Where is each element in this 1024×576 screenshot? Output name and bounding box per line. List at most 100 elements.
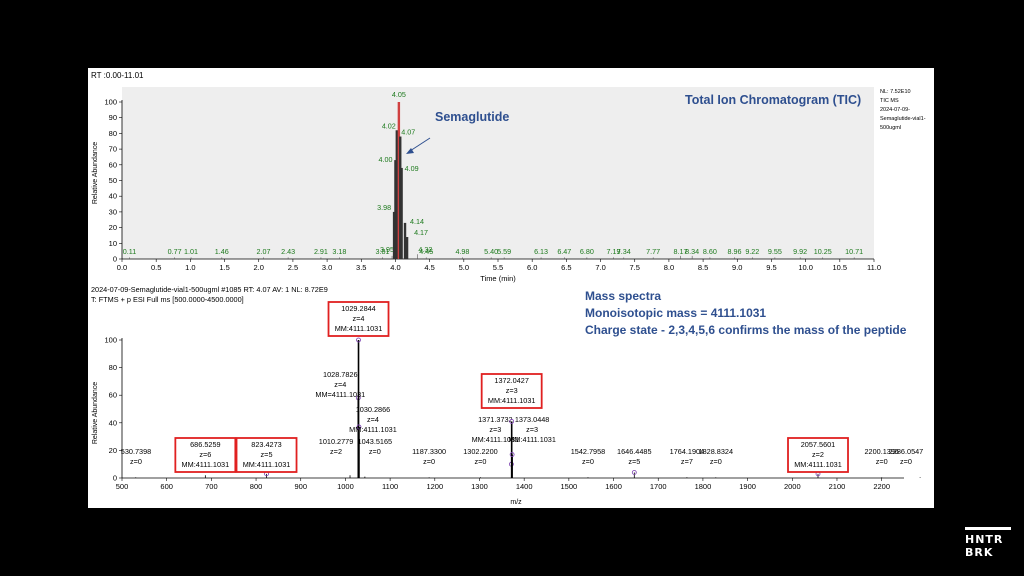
tic-peak-label: 4.05 — [392, 90, 406, 99]
ms-annotation-box — [174, 437, 237, 473]
tic-xlabel: Time (min) — [480, 274, 516, 283]
tic-y-tick-label: 70 — [109, 145, 117, 154]
ms-peak-label: 1028.7826 — [323, 370, 358, 379]
tic-peak-label: 2.91 — [314, 247, 328, 256]
ms-peak-label: 1646.4485 — [617, 447, 652, 456]
tic-y-tick-label: 10 — [109, 239, 117, 248]
ms-peak-label: 1030.2866 — [356, 405, 391, 414]
tic-x-tick-label: 7.0 — [595, 263, 605, 272]
tic-x-tick-label: 9.0 — [732, 263, 742, 272]
ms-peak-label: z=0 — [710, 457, 722, 466]
tic-peak-label: 4.09 — [405, 164, 419, 173]
tic-x-tick-label: 5.0 — [459, 263, 469, 272]
tic-y-tick-label: 30 — [109, 207, 117, 216]
tic-x-tick-label: 3.0 — [322, 263, 332, 272]
tic-peak — [397, 102, 401, 259]
tic-x-tick-label: 4.5 — [424, 263, 434, 272]
tic-peak-label: 8.96 — [728, 247, 742, 256]
ms-annotation-box — [327, 301, 390, 337]
ms-peak-label: 1828.8324 — [699, 447, 734, 456]
tic-peak-label: 4.02 — [382, 121, 396, 130]
ms-peak-label: 1010.2779 — [319, 437, 354, 446]
ms-peak-marker — [356, 337, 361, 343]
tic-peak-label: 7.77 — [646, 247, 660, 256]
mass-spectra-title: Mass spectra — [585, 289, 661, 303]
ms-peak-label: z=6 — [199, 450, 211, 459]
ms-x-tick-label: 700 — [205, 482, 218, 491]
ms-peak-label: z=4 — [334, 380, 346, 389]
ms-peak-marker — [356, 424, 362, 430]
tic-peak-label: 4.17 — [414, 228, 428, 237]
tic-nl-line: NL: 7.52E10 — [880, 89, 911, 95]
ms-peak-label: z=3 — [489, 425, 501, 434]
ms-peak-label: MM=4111.1031 — [315, 390, 365, 399]
figure-panel: RT :0.00-11.01 Total Ion Chromatogram (T… — [88, 68, 934, 508]
ms-peak-label: z=2 — [812, 450, 824, 459]
ms-peak-marker — [509, 419, 515, 424]
ms-x-tick-label: 500 — [116, 482, 129, 491]
tic-x-tick-label: 10.0 — [798, 263, 813, 272]
ms-peak-label: z=0 — [423, 457, 435, 466]
tic-peak-label: 6.13 — [534, 247, 548, 256]
tic-peak-label: 4.00 — [378, 155, 392, 164]
tic-y-tick-label: 50 — [109, 176, 117, 185]
ms-peak-marker — [631, 470, 637, 475]
ms-xlabel: m/z — [510, 499, 522, 506]
tic-x-tick-label: 3.5 — [356, 263, 366, 272]
tic-peak-label: 10.25 — [814, 247, 832, 256]
ms-peak-label: 530.7398 — [121, 447, 151, 456]
tic-nl-line: 500ugml — [880, 125, 901, 131]
ms-x-tick-label: 1600 — [605, 482, 622, 491]
tic-peak-label: 4.07 — [401, 128, 415, 137]
tic-x-tick-label: 7.5 — [630, 263, 640, 272]
tic-y-tick-label: 40 — [109, 192, 117, 201]
ms-x-tick-label: 2000 — [784, 482, 801, 491]
annotation-arrowhead — [406, 148, 414, 154]
tic-peak — [400, 167, 403, 259]
ms-peak-label: 1764.1904 — [670, 447, 705, 456]
ms-annotation-box — [480, 373, 543, 409]
tic-x-tick-label: 2.5 — [288, 263, 298, 272]
ms-peak-label: 823.4273 — [251, 440, 281, 449]
ms-annotation-box — [235, 437, 298, 473]
tic-x-tick-label: 5.5 — [493, 263, 503, 272]
ms-x-tick-label: 2100 — [829, 482, 846, 491]
tic-x-tick-label: 8.5 — [698, 263, 708, 272]
tic-peak-label: 3.98 — [377, 203, 391, 212]
figure-svg: RT :0.00-11.01 Total Ion Chromatogram (T… — [91, 71, 926, 506]
hntr-brk-logo: HNTR BRK — [965, 527, 1017, 559]
ms-header-filter: T: FTMS + p ESI Full ms [500.0000-4500.0… — [91, 295, 244, 304]
ms-peak-label: z=3 — [526, 425, 538, 434]
ms-x-tick-label: 1800 — [695, 482, 712, 491]
tic-x-tick-label: 1.5 — [219, 263, 229, 272]
ms-x-tick-label: 1900 — [739, 482, 756, 491]
logo-line: BRK — [965, 546, 994, 559]
tic-peak-label: 4.98 — [455, 247, 469, 256]
tic-x-tick-label: 2.0 — [254, 263, 264, 272]
ms-marks: 530.7398z=0686.5259z=6MM:4111.1031823.42… — [121, 301, 923, 478]
tic-axes: 0.0 0.5 1.0 1.5 2.0 2.5 3.0 3.5 4.0 4.5 5.0 5.5 6.0 6… — [104, 98, 881, 273]
ms-peak-label: z=0 — [876, 457, 888, 466]
ms-y-tick-label: 100 — [104, 336, 117, 345]
tic-nl-line: TIC MS — [880, 98, 899, 104]
tic-x-tick-label: 0.0 — [117, 263, 127, 272]
tic-nl-line: Semaglutide-vial1- — [880, 116, 926, 122]
tic-peak-label: 2.43 — [281, 247, 295, 256]
ms-peak-label: z=4 — [367, 415, 379, 424]
ms-annotation-box — [787, 437, 849, 473]
ms-peak-label: MM:4111.1031 — [794, 460, 842, 469]
ms-y-tick-label: 40 — [109, 418, 117, 427]
tic-nl-line: 2024-07-09- — [880, 107, 910, 113]
tic-peak-label: 9.92 — [793, 247, 807, 256]
ms-peak-label: z=0 — [130, 457, 142, 466]
ms-peak-label: 686.5259 — [190, 440, 220, 449]
ms-peak-label: 1371.3732 — [478, 415, 513, 424]
ms-peak-label: 1187.3300 — [412, 447, 446, 456]
charge-state-note: Charge state - 2,3,4,5,6 confirms the ma… — [585, 323, 907, 337]
ms-peak-label: z=5 — [261, 450, 273, 459]
ms-peak-marker — [509, 452, 515, 457]
tic-peak-label: 7.34 — [617, 247, 631, 256]
ms-peak-label: MM:4111.1031 — [508, 435, 556, 444]
ms-peak-label: z=4 — [353, 314, 365, 323]
tic-peak-label: 1.46 — [215, 247, 229, 256]
